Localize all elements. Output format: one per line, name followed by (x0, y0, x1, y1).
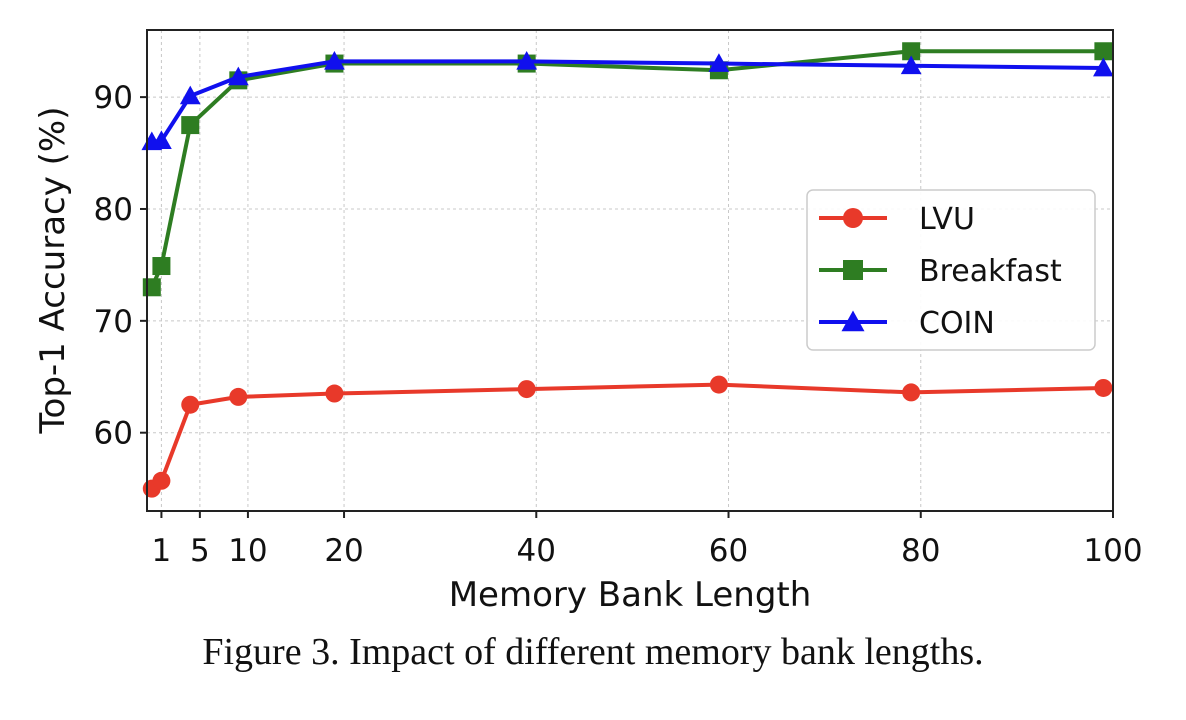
data-point-coin (151, 130, 172, 150)
data-point-coin (708, 53, 730, 72)
data-point-lvu (152, 471, 171, 490)
y-tick-label: 60 (94, 416, 133, 452)
legend-item-coin: COIN (819, 306, 995, 341)
x-tick-label: 100 (1083, 533, 1142, 569)
x-axis-title: Memory Bank Length (449, 575, 812, 615)
data-point-lvu (325, 384, 344, 403)
legend: LVU Breakfast COIN (806, 189, 1096, 351)
legend-marker-coin (841, 310, 865, 332)
data-point-breakfast (152, 257, 171, 276)
data-point-coin (1093, 57, 1114, 77)
data-point-coin (324, 50, 345, 70)
legend-marker-lvu (843, 208, 863, 228)
x-tick-label: 10 (228, 533, 267, 569)
y-tick-label: 80 (94, 192, 133, 228)
figure-caption: Figure 3. Impact of different memory ban… (202, 631, 984, 673)
data-point-lvu (229, 387, 248, 406)
series-lvu (142, 375, 1113, 498)
data-point-breakfast (142, 278, 161, 297)
plot-frame (146, 29, 1114, 512)
data-point-coin (179, 85, 201, 105)
data-point-lvu (902, 383, 921, 402)
data-point-coin (516, 50, 538, 70)
x-tick-label: 80 (901, 533, 940, 569)
data-point-breakfast (1094, 42, 1113, 61)
legend-item-lvu: LVU (819, 202, 975, 237)
y-tick-label: 90 (94, 80, 133, 116)
axes: 1 5 10 20 40 60 80 100 60 70 80 90 (94, 80, 1143, 569)
data-point-lvu (1094, 378, 1113, 397)
series-line-coin (151, 59, 1104, 144)
x-tick-label: 1 (152, 533, 172, 569)
legend-box (806, 189, 1096, 351)
data-point-coin (900, 55, 922, 75)
series-line-lvu (150, 382, 1104, 491)
series-coin (141, 50, 1114, 151)
data-point-lvu (181, 395, 200, 414)
data-point-breakfast (181, 116, 200, 135)
data-point-lvu (709, 375, 728, 394)
x-tick-label: 40 (517, 533, 556, 569)
y-tick-label: 70 (94, 304, 133, 340)
data-point-lvu (517, 380, 536, 399)
x-tick-label: 60 (709, 533, 748, 569)
data-point-coin (227, 66, 249, 86)
data-point-breakfast (902, 42, 921, 61)
y-axis-title: Top-1 Accuracy (%) (33, 107, 73, 435)
legend-marker-breakfast (843, 260, 863, 280)
line-chart: 1 5 10 20 40 60 80 100 60 70 80 90 Memory Bank Leng… (33, 29, 1143, 615)
x-tick-label: 5 (190, 533, 210, 569)
series-layer (141, 42, 1114, 498)
legend-label-breakfast: Breakfast (919, 254, 1062, 289)
x-tick-label: 20 (324, 533, 363, 569)
legend-label-lvu: LVU (919, 202, 975, 237)
legend-label-coin: COIN (919, 306, 995, 341)
legend-item-breakfast: Breakfast (819, 254, 1062, 289)
